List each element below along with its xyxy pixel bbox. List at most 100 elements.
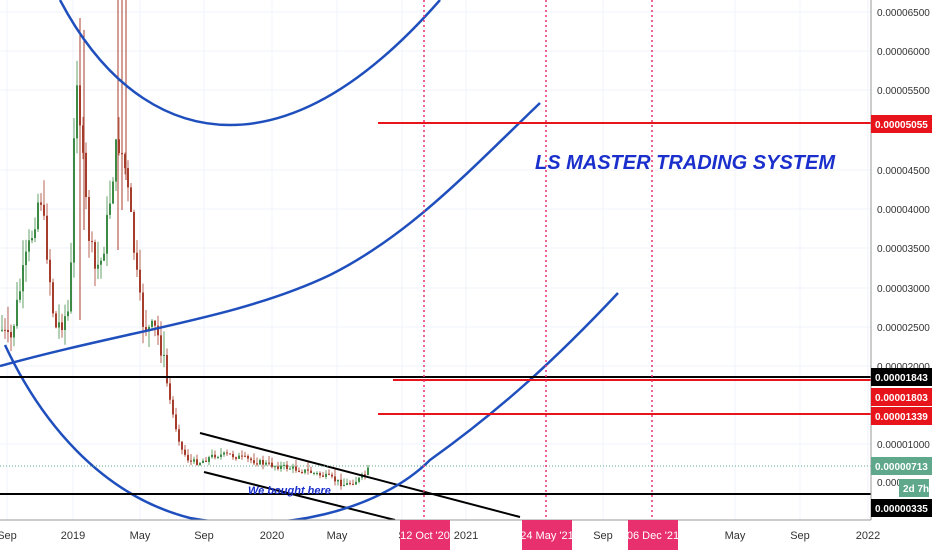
price-flag [871, 499, 932, 517]
candle-body [211, 454, 213, 458]
candle-body [208, 457, 210, 462]
price-tick-partial: 0.000 [877, 478, 902, 489]
candle-body [163, 354, 165, 356]
candle-body [193, 459, 195, 462]
candle-body [130, 187, 132, 213]
candle-body [337, 479, 339, 482]
candle-body [37, 202, 39, 230]
candle-body [142, 292, 144, 327]
time-tick-label: Sep [0, 530, 17, 542]
time-tick-label: May [130, 530, 151, 542]
price-flag-label: 0.00000713 [875, 462, 928, 473]
candle-body [217, 456, 219, 458]
date-flag [400, 520, 450, 550]
channel-upper-line [199, 432, 521, 518]
price-tick-label: 0.00002000 [877, 362, 930, 373]
candle-body [10, 331, 12, 338]
candle-body [88, 197, 90, 241]
price-axis-panel [871, 0, 932, 520]
candle-body [256, 463, 258, 465]
candle-body [52, 282, 54, 314]
candle-body [43, 204, 45, 216]
candle-body [100, 260, 102, 265]
date-flag-label: 06 Dec '21 [627, 530, 679, 542]
candle-body [265, 462, 267, 465]
candle-body [34, 229, 36, 239]
candle-body [139, 269, 141, 293]
candle-body [316, 472, 318, 474]
candle-body [196, 459, 198, 465]
candle-body [55, 313, 57, 328]
candle-body [292, 466, 294, 469]
candle-body [268, 462, 270, 464]
time-tick-label: Sep [593, 530, 613, 542]
date-flag-label: 24 May '21 [520, 530, 573, 542]
candle-body [319, 472, 321, 476]
candle-body [298, 470, 300, 472]
candle-body [112, 181, 114, 204]
candle-body [247, 455, 249, 459]
candle-body [106, 214, 108, 254]
candle-body [358, 477, 360, 482]
arc-top [58, 0, 441, 127]
candle-body [199, 463, 201, 465]
candle-body [307, 469, 309, 471]
candle-body [103, 253, 105, 261]
candle-body [169, 383, 171, 400]
price-flag [871, 407, 932, 425]
candle-body [334, 476, 336, 482]
candle-body [313, 472, 315, 474]
candle-body [328, 473, 330, 475]
candle-body [301, 471, 303, 473]
arc-middle [0, 102, 541, 368]
time-tick-label: 2020 [260, 530, 284, 542]
price-flag-label: 0.00001339 [875, 412, 928, 423]
candle-body [214, 454, 216, 458]
candles [1, 0, 369, 490]
channel-lower-line [203, 471, 396, 521]
candle-body [346, 483, 348, 485]
time-tick-label: Sep [790, 530, 810, 542]
candle-body [133, 212, 135, 253]
candle-body [82, 125, 84, 153]
candle-body [16, 299, 18, 326]
price-axis[interactable]: 0.00006500 0.00006000 0.00005500 0.00004500… [877, 8, 930, 489]
candle-body [172, 399, 174, 415]
candle-body [151, 320, 153, 327]
candle-body [145, 326, 147, 332]
candle-body [109, 203, 111, 215]
price-flag [871, 388, 932, 406]
price-tick-label: 0.00003000 [877, 284, 930, 295]
candle-body [241, 455, 243, 457]
candle-body [22, 265, 24, 292]
time-tick-label: Sep [194, 530, 214, 542]
candle-body [70, 262, 72, 312]
arc-bottom [3, 292, 619, 525]
candle-body [31, 238, 33, 241]
candle-body [220, 454, 222, 457]
candle-body [283, 464, 285, 466]
candle-body [175, 414, 177, 430]
price-flag-label: 0.00000335 [875, 504, 928, 515]
candle-body [19, 291, 21, 300]
candle-body [13, 325, 15, 338]
candle-body [232, 453, 234, 458]
price-flag [871, 457, 932, 475]
candle-body [28, 240, 30, 252]
candle-body [352, 483, 354, 485]
time-tick-label: May [327, 530, 348, 542]
price-tick-label: 0.00005500 [877, 86, 930, 97]
date-flag [522, 520, 572, 550]
candle-body [85, 152, 87, 198]
candle-body [136, 252, 138, 270]
candle-body [235, 457, 237, 459]
price-flag [899, 479, 929, 497]
candle-body [49, 259, 51, 283]
candle-body [61, 322, 63, 331]
candle-body [67, 311, 69, 317]
candle-body [7, 329, 9, 332]
time-axis[interactable]: Sep2019MaySep2020MayS2021SepMaySep2022 [0, 530, 880, 542]
candle-body [76, 85, 78, 139]
